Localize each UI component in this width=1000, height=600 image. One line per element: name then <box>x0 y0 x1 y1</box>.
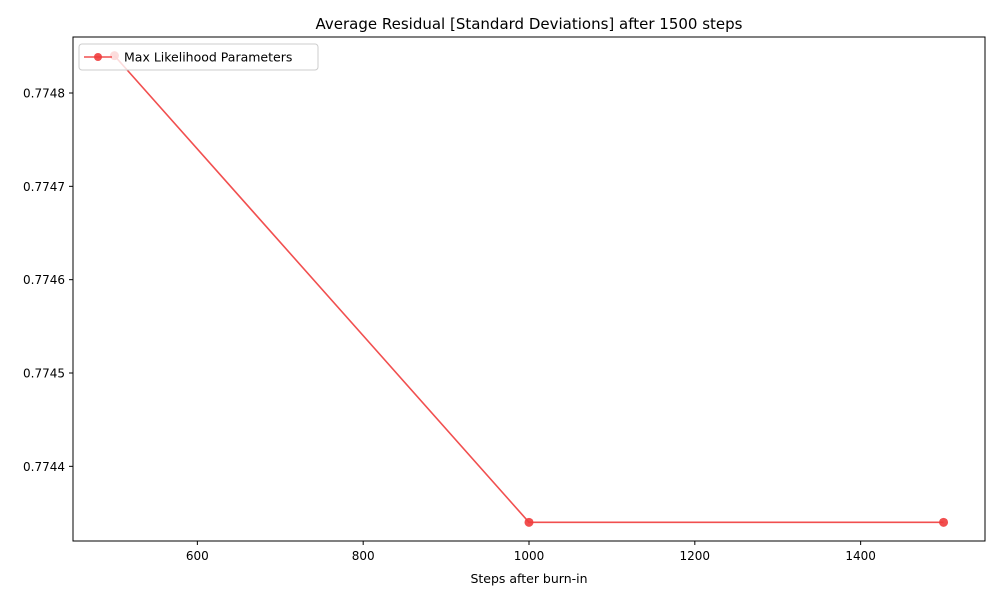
chart-title: Average Residual [Standard Deviations] a… <box>316 15 743 33</box>
x-tick-label: 1000 <box>514 549 545 563</box>
legend-marker-swatch <box>94 53 102 61</box>
plot-frame <box>72 36 986 542</box>
x-ticks: 600 800 1000 1200 1400 <box>186 541 876 563</box>
y-ticks: 0.7744 0.7745 0.7746 0.7747 0.7748 <box>23 87 73 474</box>
x-axis-label: Steps after burn-in <box>470 571 587 586</box>
y-tick-label: 0.7745 <box>23 367 65 381</box>
series-point <box>524 517 534 527</box>
y-tick-label: 0.7747 <box>23 180 65 194</box>
x-tick-label: 1200 <box>680 549 711 563</box>
x-tick-label: 600 <box>186 549 209 563</box>
legend-box <box>78 43 319 71</box>
y-tick-label: 0.7748 <box>23 87 65 101</box>
series-point <box>939 517 949 527</box>
x-tick-label: 1400 <box>845 549 876 563</box>
legend-label: Max Likelihood Parameters <box>124 50 292 65</box>
y-tick-label: 0.7744 <box>23 460 65 474</box>
x-tick-label: 800 <box>352 549 375 563</box>
y-tick-label: 0.7746 <box>23 273 65 287</box>
legend: Max Likelihood Parameters <box>78 43 319 71</box>
